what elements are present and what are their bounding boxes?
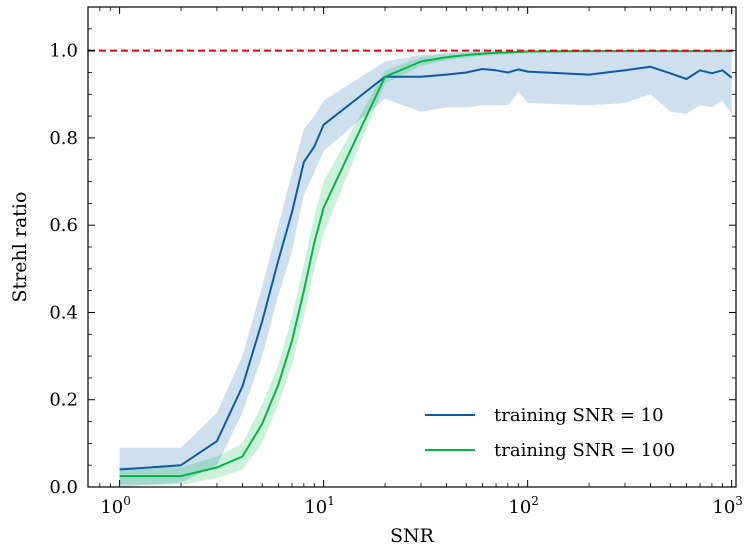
legend: training SNR = 10 training SNR = 100 <box>425 405 675 461</box>
confidence-bands <box>119 50 732 487</box>
line-series-2 <box>119 50 732 478</box>
legend-label-series-1: training SNR = 10 <box>494 405 664 426</box>
axis-ticks <box>87 7 736 488</box>
y-tick-label: 0.2 <box>49 390 78 411</box>
y-tick-label: 0.6 <box>49 215 78 236</box>
y-tick-label: 0.8 <box>49 128 78 149</box>
x-tick-label: 100 <box>100 494 131 518</box>
y-tick-label: 0.4 <box>49 302 78 323</box>
line-series-1 <box>119 65 733 471</box>
tick-labels: 0.0 0.2 0.4 0.6 0.8 1.0 100 101 102 103 <box>49 41 743 518</box>
x-tick-label: 102 <box>508 494 539 518</box>
y-tick-label: 0.0 <box>49 477 78 498</box>
x-tick-label: 101 <box>304 494 335 518</box>
series-lines <box>119 50 733 478</box>
y-axis-label: Strehl ratio <box>9 192 31 303</box>
x-tick-label: 103 <box>712 494 743 518</box>
band-series-1 <box>119 51 732 487</box>
legend-label-series-2: training SNR = 100 <box>494 440 675 461</box>
y-tick-label: 1.0 <box>49 41 78 62</box>
x-axis-label: SNR <box>390 525 435 547</box>
